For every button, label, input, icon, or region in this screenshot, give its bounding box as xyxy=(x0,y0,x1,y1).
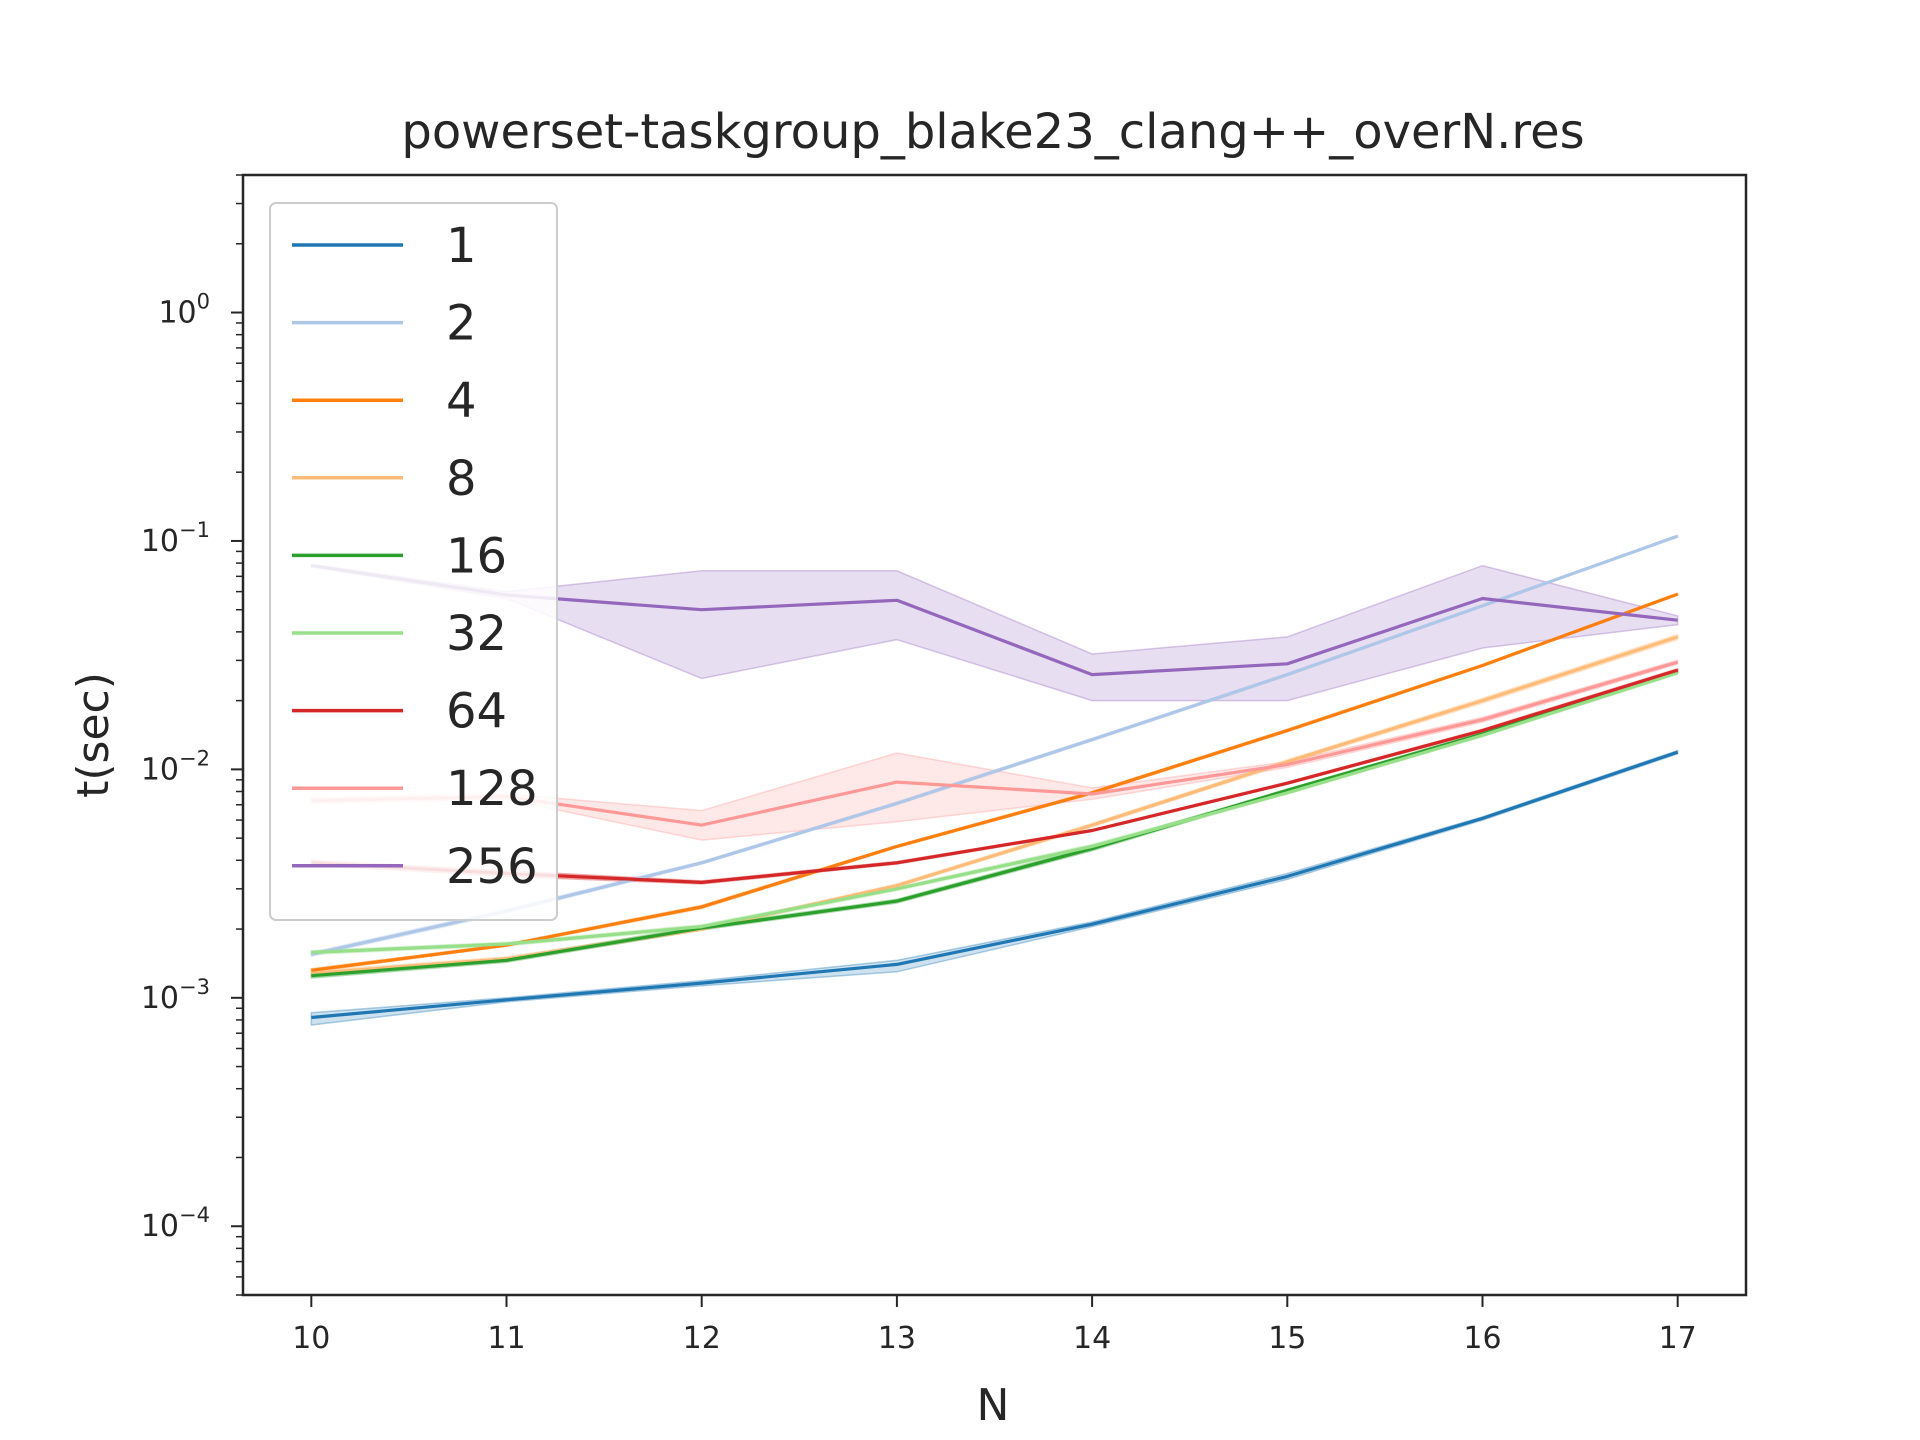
legend-label-8: 8 xyxy=(446,451,477,507)
y-tick-label: 10−1 xyxy=(141,518,210,559)
plot-frame xyxy=(241,173,1748,1297)
legend-label-32: 32 xyxy=(446,606,507,662)
x-tick-label: 17 xyxy=(1659,1321,1697,1356)
x-tick-label: 12 xyxy=(683,1321,721,1356)
y-axis: 10−4 10−3 10−2 10−1 100 xyxy=(141,174,243,1296)
series-band-256 xyxy=(310,563,1679,702)
series-band-1 xyxy=(310,749,1679,1026)
legend-label-256: 256 xyxy=(446,839,538,895)
series-line-1 xyxy=(311,750,1679,1020)
legend-label-1: 1 xyxy=(446,218,477,274)
legend-label-4: 4 xyxy=(446,373,477,429)
y-axis-label: t(sec) xyxy=(68,672,119,798)
series-band-128 xyxy=(310,659,1679,841)
x-tick-label: 16 xyxy=(1463,1321,1501,1356)
chart-title: powerset-taskgroup_blake23_clang++_overN… xyxy=(401,104,1584,160)
x-axis-label: N xyxy=(977,1380,1010,1431)
legend: 1 2 4 8 16 32 64 128 256 xyxy=(269,202,558,921)
legend-label-16: 16 xyxy=(446,528,507,584)
series-line-4 xyxy=(311,592,1679,972)
x-tick-label: 11 xyxy=(487,1321,525,1356)
legend-label-2: 2 xyxy=(446,296,477,352)
legend-label-128: 128 xyxy=(446,761,538,817)
legend-label-64: 64 xyxy=(446,684,507,740)
y-tick-label: 10−2 xyxy=(141,746,210,787)
legend-box xyxy=(269,202,558,921)
series-line-32 xyxy=(311,671,1679,954)
x-tick-label: 15 xyxy=(1268,1321,1306,1356)
x-tick-label: 14 xyxy=(1073,1321,1111,1356)
x-axis: 10 11 12 13 14 15 16 17 xyxy=(292,1295,1697,1356)
x-tick-label: 10 xyxy=(292,1321,330,1356)
y-tick-label: 10−3 xyxy=(141,975,210,1016)
y-tick-label: 10−4 xyxy=(141,1203,210,1244)
x-tick-label: 13 xyxy=(878,1321,916,1356)
y-tick-label: 100 xyxy=(158,290,210,331)
